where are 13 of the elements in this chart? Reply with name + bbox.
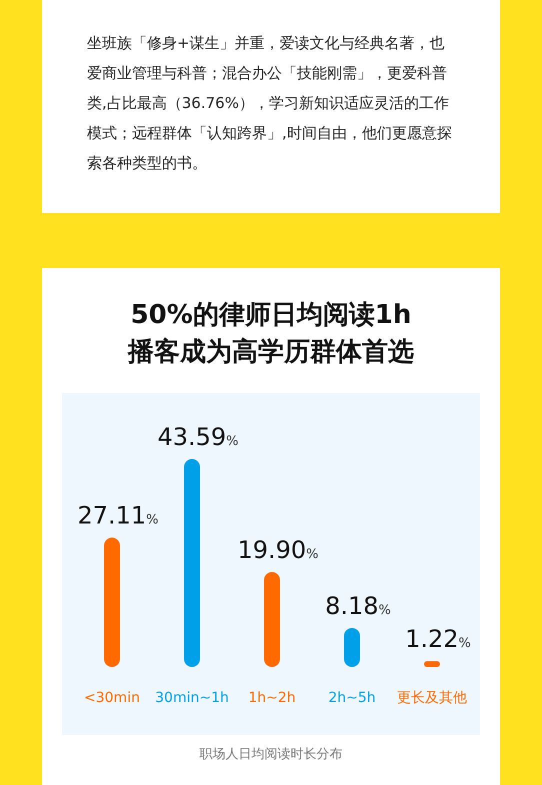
data-label: 19.90% xyxy=(237,536,319,564)
x-tick-label: 1h~2h xyxy=(248,690,296,706)
x-tick-label: 更长及其他 xyxy=(397,690,467,706)
text: 坐班族「修身+谋生」并重，爱读文化与经典名著，也爱商业管理与科普；混合办公「技能刚需」，更爱科普类,占比最高（36.76%），学习新知识适应灵活的工作模式；远程群体「认知跨界」,时间自由，他们更愿意探索各种类型的书。 xyxy=(87,33,453,174)
data-label: 43.59% xyxy=(157,423,239,451)
data-label: 8.18% xyxy=(325,592,391,620)
x-tick-label: 30min~1h xyxy=(155,690,229,706)
text: 职场人日均阅读时长分布 xyxy=(200,747,342,762)
data-label: 1.22% xyxy=(405,625,471,654)
x-tick-label: <30min xyxy=(84,690,140,706)
data-label: 27.11% xyxy=(77,502,159,530)
chart-title: 50%的律师日均阅读1h 播客成为高学历群体首选 xyxy=(127,300,414,367)
x-tick-label: 2h~5h xyxy=(328,690,376,706)
